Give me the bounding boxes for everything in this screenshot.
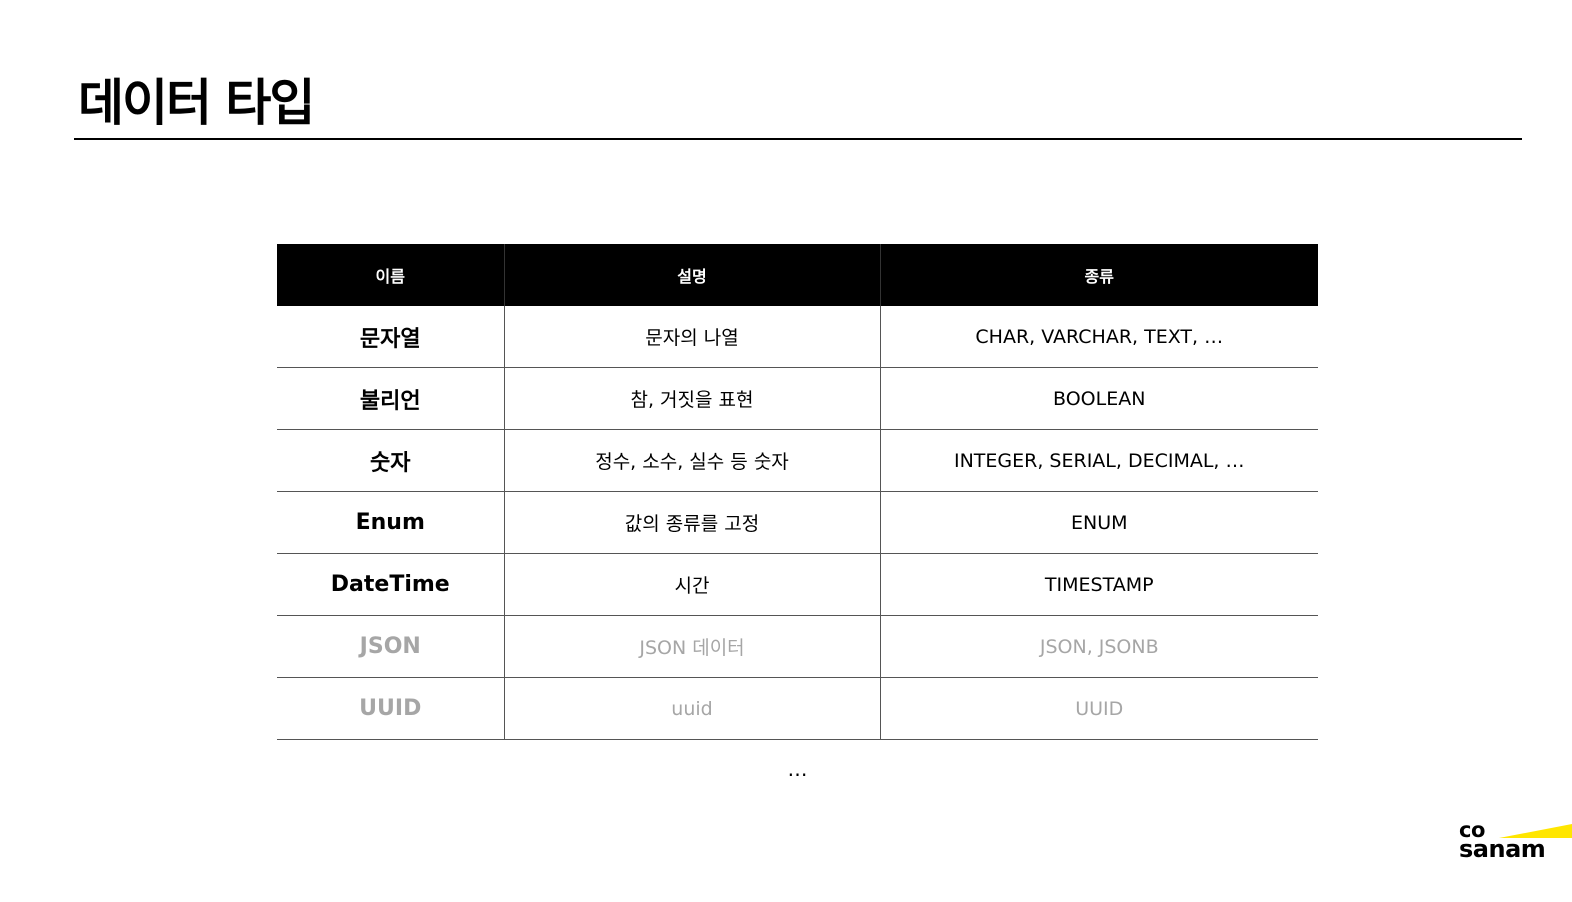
table-row: JSON JSON 데이터 JSON, JSONB — [277, 615, 1318, 678]
table-row: 불리언 참, 거짓을 표현 BOOLEAN — [277, 367, 1318, 430]
slide-title: 데이터 타입 — [78, 74, 315, 132]
type-description-cell: uuid — [503, 677, 880, 740]
type-name-cell: Enum — [277, 491, 504, 554]
type-name-cell: 불리언 — [277, 367, 504, 430]
data-types-table: 이름 설명 종류 문자열 문자의 나열 CHAR, VARCHAR, TEXT,… — [277, 244, 1318, 740]
type-kinds-cell: BOOLEAN — [879, 367, 1318, 430]
header-kinds: 종류 — [879, 244, 1318, 306]
table-row: 숫자 정수, 소수, 실수 등 숫자 INTEGER, SERIAL, DECI… — [277, 429, 1318, 492]
cosanam-logo: co sanam — [1459, 818, 1572, 864]
logo-text-co: co — [1459, 818, 1485, 842]
title-divider — [74, 138, 1522, 140]
type-description-cell: 참, 거짓을 표현 — [503, 367, 880, 430]
table-row: UUID uuid UUID — [277, 677, 1318, 740]
type-kinds-cell: JSON, JSONB — [879, 615, 1318, 678]
table-row: Enum 값의 종류를 고정 ENUM — [277, 491, 1318, 554]
header-name: 이름 — [277, 244, 504, 306]
type-name-cell: DateTime — [277, 553, 504, 616]
type-description-cell: 시간 — [503, 553, 880, 616]
type-name-cell: 숫자 — [277, 429, 504, 492]
type-description-cell: 정수, 소수, 실수 등 숫자 — [503, 429, 880, 492]
type-kinds-cell: INTEGER, SERIAL, DECIMAL, … — [879, 429, 1318, 492]
type-name-cell: JSON — [277, 615, 504, 678]
type-description-cell: 문자의 나열 — [503, 306, 880, 368]
table-header-row: 이름 설명 종류 — [277, 244, 1318, 306]
header-description: 설명 — [503, 244, 880, 306]
type-name-cell: 문자열 — [277, 306, 504, 368]
more-rows-ellipsis: … — [787, 757, 808, 781]
type-kinds-cell: CHAR, VARCHAR, TEXT, … — [879, 306, 1318, 368]
logo-text-sanam: sanam — [1459, 835, 1546, 863]
logo-accent-stroke — [1499, 824, 1572, 838]
type-description-cell: 값의 종류를 고정 — [503, 491, 880, 554]
table-row: 문자열 문자의 나열 CHAR, VARCHAR, TEXT, … — [277, 306, 1318, 368]
table-row: DateTime 시간 TIMESTAMP — [277, 553, 1318, 616]
type-name-cell: UUID — [277, 677, 504, 740]
type-description-cell: JSON 데이터 — [503, 615, 880, 678]
type-kinds-cell: ENUM — [879, 491, 1318, 554]
type-kinds-cell: TIMESTAMP — [879, 553, 1318, 616]
type-kinds-cell: UUID — [879, 677, 1318, 740]
